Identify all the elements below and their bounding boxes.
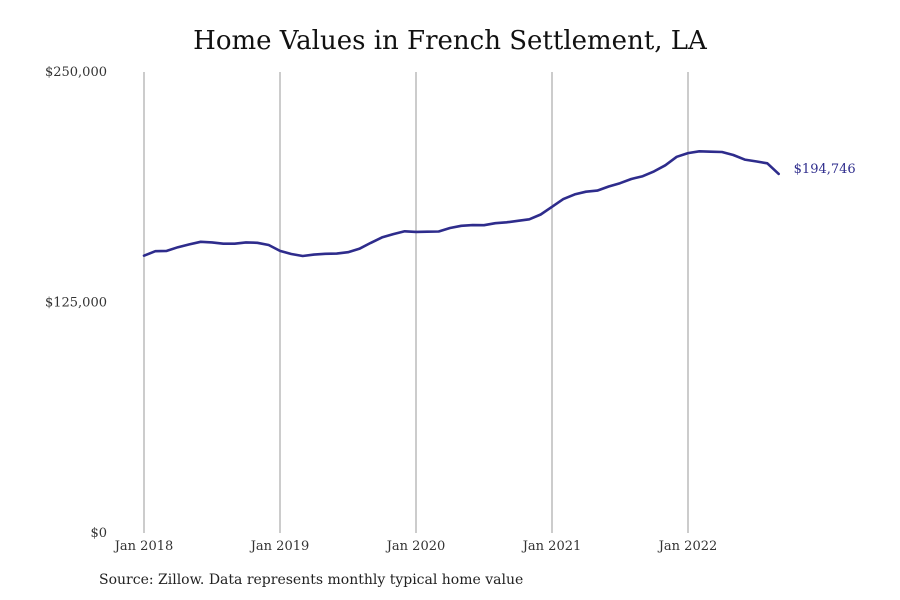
y-tick-label: $250,000 xyxy=(45,65,107,80)
annotation-layer: $194,746 xyxy=(794,162,856,177)
x-tick-label: Jan 2021 xyxy=(521,539,582,554)
y-tick-label: $125,000 xyxy=(45,296,107,311)
x-tick-label: Jan 2022 xyxy=(657,539,718,554)
x-tick-label: Jan 2019 xyxy=(249,539,310,554)
grid-layer xyxy=(143,72,689,533)
series-line-0 xyxy=(142,150,781,258)
source-note: Source: Zillow. Data represents monthly … xyxy=(99,572,524,588)
series-layer xyxy=(142,150,781,258)
x-tick-label: Jan 2018 xyxy=(113,539,174,554)
x-tick-label: Jan 2020 xyxy=(385,539,446,554)
y-axis: $0 $125,000 $250,000 xyxy=(45,65,107,541)
chart-title: Home Values in French Settlement, LA xyxy=(193,26,707,56)
x-axis: Jan 2018 Jan 2019 Jan 2020 Jan 2021 Jan 2022 xyxy=(113,539,718,554)
y-tick-label: $0 xyxy=(90,526,107,541)
end-value-label: $194,746 xyxy=(794,162,856,177)
